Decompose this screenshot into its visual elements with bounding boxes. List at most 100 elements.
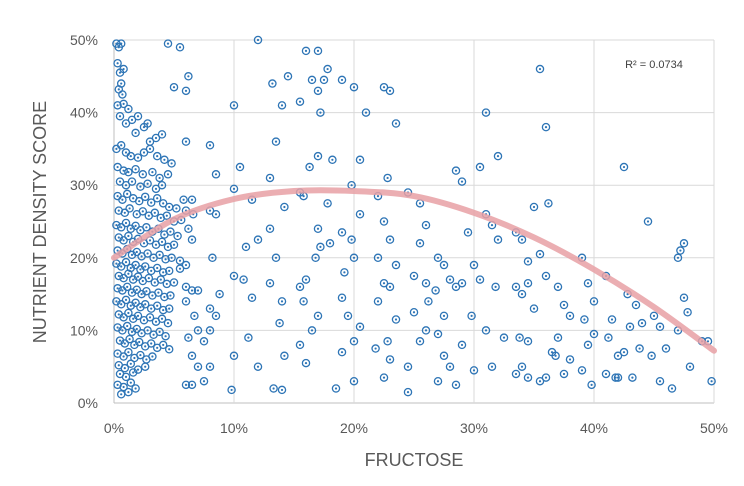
data-point-center [358,158,362,161]
data-point-marker [313,46,323,56]
data-point-center [121,198,124,201]
data-point-center [562,303,566,307]
data-point-center [156,155,159,158]
data-point-marker [265,173,275,183]
data-point-marker [119,313,128,322]
data-point-marker [113,58,122,68]
data-point-center [150,269,153,272]
data-point-center [121,93,124,96]
data-point [113,284,122,293]
data-point-marker [268,79,277,88]
data-point [445,275,455,284]
data-point-center [148,316,152,319]
data-point-center [283,205,286,209]
data-point-marker [337,75,347,85]
data-point-center [196,329,200,332]
data-point-marker [340,268,349,277]
data-point-marker [118,90,127,99]
data-point [140,262,150,271]
data-point-marker [133,311,143,321]
data-point-marker [253,235,263,244]
data-point-center [340,78,344,82]
data-point [138,170,148,179]
data-point-center [502,336,506,339]
data-point-center [139,185,142,188]
data-point-center [302,300,305,303]
y-tick-label: 30% [70,177,98,193]
data-point-center [520,365,524,368]
data-point-center [152,256,155,259]
data-point-center [454,285,458,288]
data-point-marker [604,333,613,342]
data-point-center [319,111,322,114]
data-point-center [150,342,153,345]
data-point-marker [349,253,359,263]
data-point-marker [587,380,596,390]
data-point [211,170,221,179]
data-point-center [340,351,344,354]
data-point-marker [132,247,142,257]
data-point-marker [349,82,359,92]
data-point-center [278,322,281,325]
data-point-marker [511,369,521,379]
data-point [347,235,356,244]
data-point [175,43,185,52]
data-point-center [592,300,596,303]
data-point [187,195,197,204]
data-point [118,326,127,335]
data-point [583,278,593,288]
data-point [124,167,133,177]
data-point [145,313,155,322]
data-point-marker [515,333,524,342]
data-point-marker [164,266,174,276]
data-point [467,311,476,321]
data-point-center [316,89,320,92]
data-point-center [140,255,143,258]
data-point [307,75,317,85]
data-point [142,223,151,232]
data-point-center [117,236,120,239]
data-point-center [151,355,154,358]
data-point-marker [175,256,185,265]
data-point-center [132,317,135,320]
data-point-center [538,253,542,256]
data-point-center [129,266,132,270]
data-point-center [135,213,138,216]
data-point-marker [124,308,133,318]
data-point-marker [355,209,365,219]
data-point [421,326,431,335]
data-point [142,286,151,296]
data-point-marker [253,362,263,371]
data-point [268,79,277,88]
data-point-center [490,365,494,368]
data-point [184,333,193,342]
data-point [451,380,461,390]
data-point-center [436,332,440,336]
data-point [391,260,401,270]
data-point-marker [577,366,587,375]
data-point-center [314,256,317,259]
data-point-center [214,213,218,216]
data-point-center [123,367,126,370]
data-point [205,362,215,371]
data-point-marker [142,286,151,296]
data-point-center [154,136,158,140]
data-point-center [406,391,410,394]
data-point-marker [391,260,401,270]
data-point-center [154,243,158,246]
data-point-marker [637,318,647,328]
data-point [122,321,132,331]
data-point [589,329,599,339]
data-point [385,235,395,244]
data-point-marker [385,282,395,292]
data-point-marker [619,162,629,172]
data-point-marker [163,318,173,328]
data-point-marker [325,239,335,248]
data-point-center [132,371,135,374]
data-point-center [568,358,572,361]
data-point-marker [475,275,485,284]
data-point-marker [323,64,332,74]
data-point-center [682,242,686,245]
data-point-marker [190,311,199,321]
